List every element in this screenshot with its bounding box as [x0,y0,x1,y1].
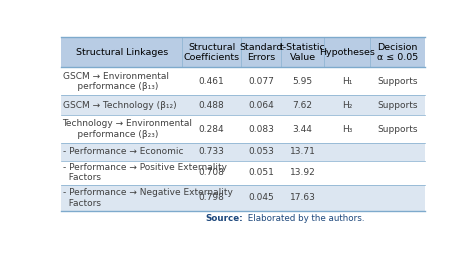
Text: 0.461: 0.461 [199,77,225,86]
Text: t-Statistic
Value: t-Statistic Value [280,43,326,62]
Text: 0.053: 0.053 [248,147,274,156]
Text: Hypotheses: Hypotheses [319,48,375,57]
Text: Technology → Environmental
     performance (β₂₃): Technology → Environmental performance (… [63,119,192,139]
Text: 7.62: 7.62 [292,101,312,110]
Text: GSCM → Technology (β₁₂): GSCM → Technology (β₁₂) [63,101,176,110]
Text: 13.92: 13.92 [290,168,315,177]
Bar [61,115,425,143]
Text: 0.798: 0.798 [199,193,225,203]
Text: GSCM → Environmental
     performance (β₁₃): GSCM → Environmental performance (β₁₃) [63,72,169,91]
Text: 0.284: 0.284 [199,125,224,134]
Bar [61,143,425,161]
Text: 0.064: 0.064 [248,101,274,110]
Text: Supports: Supports [377,125,418,134]
Text: 0.051: 0.051 [248,168,274,177]
Text: Supports: Supports [377,77,418,86]
Text: 5.95: 5.95 [292,77,312,86]
Bar [61,95,425,115]
Text: 13.71: 13.71 [290,147,316,156]
Text: Elaborated by the authors.: Elaborated by the authors. [245,214,364,222]
Text: 0.733: 0.733 [199,147,225,156]
Text: H₁: H₁ [342,77,352,86]
Text: Structural Linkages: Structural Linkages [75,48,168,57]
Text: H₃: H₃ [342,125,352,134]
Text: Standard
Errors: Standard Errors [239,43,283,62]
Text: 17.63: 17.63 [290,193,316,203]
Text: - Performance → Negative Externality
  Factors: - Performance → Negative Externality Fac… [63,188,232,208]
Text: 0.488: 0.488 [199,101,225,110]
Text: - Performance → Positive Externality
  Factors: - Performance → Positive Externality Fac… [63,163,227,182]
Text: Decision
α ≤ 0.05: Decision α ≤ 0.05 [377,43,418,62]
Bar [61,161,425,185]
Text: 0.045: 0.045 [248,193,274,203]
Bar [61,68,425,95]
Text: H₂: H₂ [342,101,352,110]
Text: 0.708: 0.708 [199,168,225,177]
Text: 0.077: 0.077 [248,77,274,86]
Text: - Performance → Economic: - Performance → Economic [63,147,183,156]
Text: Structural
Coefficients: Structural Coefficients [183,43,240,62]
Bar [61,37,425,68]
Text: Source:: Source: [205,214,243,222]
Bar [61,185,425,211]
Text: 0.083: 0.083 [248,125,274,134]
Text: 3.44: 3.44 [292,125,312,134]
Text: Supports: Supports [377,101,418,110]
